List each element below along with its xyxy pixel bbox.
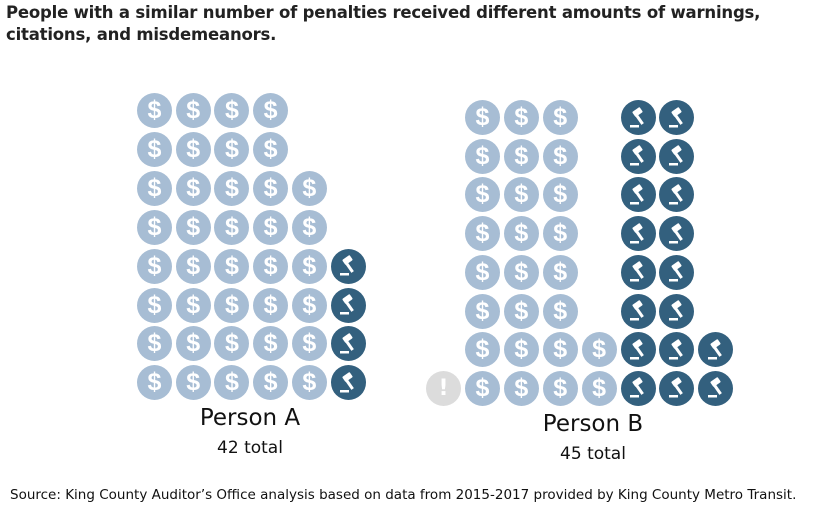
- warning-icon: !: [426, 370, 461, 406]
- person-a-total: 42 total: [217, 438, 283, 458]
- dollar-icon: $: [542, 370, 578, 406]
- gavel-icon: [330, 326, 366, 362]
- gavel-icon: [620, 370, 656, 406]
- dollar-icon: $: [503, 293, 539, 329]
- dollar-icon: $: [175, 209, 211, 245]
- dollar-icon: $: [175, 131, 211, 167]
- gavel-icon: [659, 177, 695, 213]
- dollar-icon: $: [464, 254, 500, 290]
- dollar-icon: $: [253, 287, 289, 323]
- dollar-icon: $: [214, 209, 250, 245]
- dollar-icon: $: [542, 332, 578, 368]
- dollar-icon: $: [175, 170, 211, 206]
- dollar-icon: $: [175, 365, 211, 401]
- dollar-icon: $: [542, 254, 578, 290]
- dollar-icon: $: [137, 248, 172, 284]
- gavel-icon: [698, 370, 734, 406]
- dollar-icon: $: [464, 332, 500, 368]
- dollar-icon: $: [175, 93, 211, 128]
- dollar-icon: $: [464, 370, 500, 406]
- dollar-icon: $: [291, 326, 327, 362]
- dollar-icon: $: [137, 93, 172, 128]
- dollar-icon: $: [542, 100, 578, 135]
- dollar-icon: $: [464, 177, 500, 213]
- dollar-icon: $: [175, 287, 211, 323]
- dollar-icon: $: [253, 365, 289, 401]
- gavel-icon: [659, 332, 695, 368]
- gavel-icon: [698, 332, 734, 368]
- dollar-icon: $: [175, 248, 211, 284]
- chart-title: People with a similar number of penaltie…: [6, 3, 761, 44]
- dollar-icon: $: [503, 254, 539, 290]
- dollar-icon: $: [175, 326, 211, 362]
- dollar-icon: $: [503, 177, 539, 213]
- gavel-icon: [659, 370, 695, 406]
- gavel-icon: [659, 293, 695, 329]
- gavel-icon: [620, 332, 656, 368]
- dollar-icon: $: [542, 177, 578, 213]
- gavel-icon: [620, 293, 656, 329]
- dollar-icon: $: [291, 170, 327, 206]
- dollar-icon: $: [542, 216, 578, 252]
- dollar-icon: $: [503, 100, 539, 135]
- person-b-label: Person B: [542, 411, 644, 437]
- dollar-icon: $: [137, 209, 172, 245]
- gavel-icon: [620, 254, 656, 290]
- dollar-icon: $: [214, 326, 250, 362]
- dollar-icon: $: [253, 93, 289, 128]
- dollar-icon: $: [291, 287, 327, 323]
- gavel-icon: [620, 177, 656, 213]
- person-b-total: 45 total: [560, 444, 626, 464]
- gavel-icon: [620, 138, 656, 174]
- dollar-icon: $: [137, 326, 172, 362]
- gavel-icon: [659, 138, 695, 174]
- dollar-icon: $: [137, 170, 172, 206]
- dollar-icon: $: [253, 248, 289, 284]
- dollar-icon: $: [137, 287, 172, 323]
- dollar-icon: $: [464, 100, 500, 135]
- gavel-icon: [330, 248, 366, 284]
- gavel-icon: [659, 216, 695, 252]
- dollar-icon: $: [291, 209, 327, 245]
- gavel-icon: [620, 100, 656, 135]
- dollar-icon: $: [253, 131, 289, 167]
- dollar-icon: $: [503, 216, 539, 252]
- dollar-icon: $: [253, 326, 289, 362]
- dollar-icon: $: [464, 293, 500, 329]
- gavel-icon: [330, 365, 366, 401]
- dollar-icon: $: [291, 248, 327, 284]
- source-note: Source: King County Auditor’s Office ana…: [10, 487, 797, 503]
- person-a-label: Person A: [199, 405, 301, 431]
- dollar-icon: $: [253, 170, 289, 206]
- dollar-icon: $: [214, 131, 250, 167]
- gavel-icon: [659, 254, 695, 290]
- gavel-icon: [620, 216, 656, 252]
- gavel-icon: [659, 100, 695, 135]
- dollar-icon: $: [291, 365, 327, 401]
- dollar-icon: $: [214, 365, 250, 401]
- dollar-icon: $: [214, 170, 250, 206]
- dollar-icon: $: [464, 138, 500, 174]
- dollar-icon: $: [542, 293, 578, 329]
- dollar-icon: $: [214, 93, 250, 128]
- dollar-icon: $: [137, 131, 172, 167]
- dollar-icon: $: [214, 248, 250, 284]
- dollar-icon: $: [503, 370, 539, 406]
- dollar-icon: $: [581, 332, 617, 368]
- dollar-icon: $: [253, 209, 289, 245]
- dollar-icon: $: [581, 370, 617, 406]
- dollar-icon: $: [137, 365, 172, 401]
- dollar-icon: $: [503, 332, 539, 368]
- dollar-icon: $: [214, 287, 250, 323]
- dollar-icon: $: [464, 216, 500, 252]
- dollar-icon: $: [503, 138, 539, 174]
- dollar-icon: $: [542, 138, 578, 174]
- gavel-icon: [330, 287, 366, 323]
